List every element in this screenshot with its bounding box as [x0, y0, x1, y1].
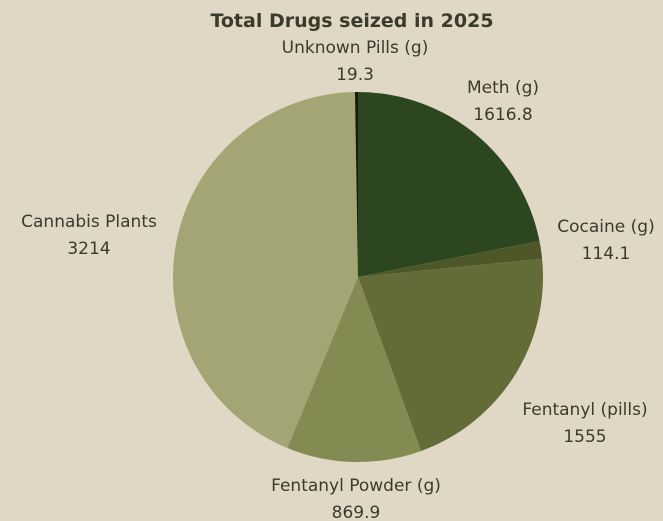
- slice-value-cannabis-plants: 3214: [67, 239, 110, 259]
- slice-label-cocaine-g: Cocaine (g): [557, 217, 654, 237]
- slice-label-fentanyl-powder-g: Fentanyl Powder (g): [271, 476, 441, 496]
- pie-slice-cocaine-g: [358, 240, 543, 277]
- pie-slice-meth-g: [358, 92, 540, 277]
- slice-label-fentanyl-pills: Fentanyl (pills): [522, 400, 647, 420]
- pie-slices: [172, 91, 543, 462]
- slice-label-cannabis-plants: Cannabis Plants: [21, 212, 157, 232]
- slice-value-unknown-pills-g: 19.3: [336, 65, 374, 85]
- pie-slice-fentanyl-pills: [358, 258, 543, 451]
- chart-title: Total Drugs seized in 2025: [210, 10, 493, 32]
- slice-value-cocaine-g: 114.1: [582, 244, 631, 264]
- slice-label-meth-g: Meth (g): [467, 78, 539, 98]
- pie-slice-cannabis-plants: [172, 92, 358, 448]
- slice-value-meth-g: 1616.8: [473, 105, 532, 125]
- pie-slice-fentanyl-powder-g: [287, 277, 421, 462]
- slice-value-fentanyl-powder-g: 869.9: [332, 503, 381, 521]
- pie-labels: Meth (g) 1616.8 Cocaine (g) 114.1 Fentanyl (…: [21, 38, 655, 521]
- slice-label-unknown-pills-g: Unknown Pills (g): [282, 38, 429, 58]
- pie-slice-unknown-pills-g: [354, 91, 358, 277]
- slice-value-fentanyl-pills: 1555: [563, 427, 606, 447]
